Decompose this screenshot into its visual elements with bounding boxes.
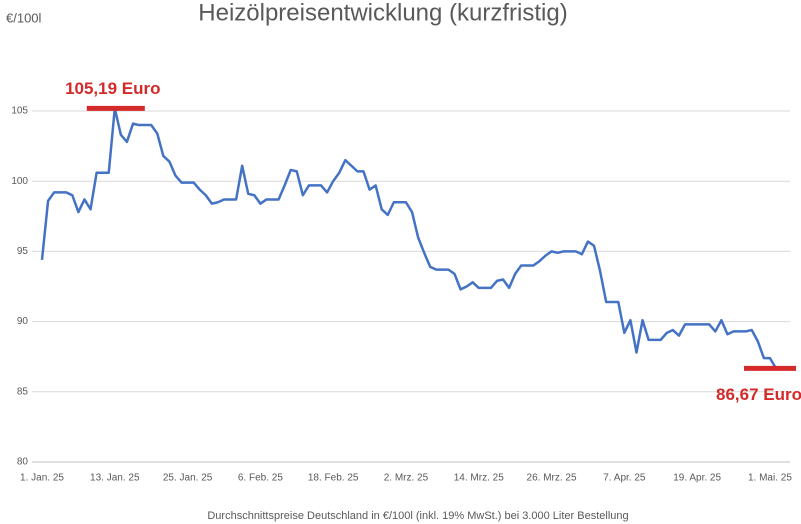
- x-tick-label: 6. Feb. 25: [238, 473, 283, 484]
- x-tick-label: 1. Jan. 25: [20, 473, 64, 484]
- y-tick-label: 95: [17, 246, 29, 257]
- x-tick-label: 13. Jan. 25: [90, 473, 140, 484]
- y-tick-label: 105: [11, 106, 28, 117]
- x-tick-label: 25. Jan. 25: [163, 473, 213, 484]
- x-tick-label: 7. Apr. 25: [603, 473, 646, 484]
- y-tick-label: 100: [11, 176, 28, 187]
- y-tick-label: 90: [17, 316, 29, 327]
- x-tick-label: 26. Mrz. 25: [527, 473, 577, 484]
- line-series: [40, 107, 778, 369]
- x-tick-label: 18. Feb. 25: [308, 473, 359, 484]
- chart-title: Heizölpreisentwicklung (kurzfristig): [198, 0, 567, 26]
- annotation-label: 105,19 Euro: [65, 79, 160, 98]
- y-axis-label: €/100l: [6, 10, 42, 25]
- x-tick-label: 1. Mai. 25: [748, 473, 792, 484]
- x-tick-label: 2. Mrz. 25: [384, 473, 429, 484]
- x-tick-label: 14. Mrz. 25: [454, 473, 504, 484]
- annotation-label: 86,67 Euro: [716, 385, 801, 404]
- caption: Durchschnittspreise Deutschland in €/100…: [207, 510, 628, 522]
- x-tick-label: 19. Apr. 25: [673, 473, 721, 484]
- y-tick-label: 80: [17, 457, 29, 468]
- y-tick-label: 85: [17, 386, 29, 397]
